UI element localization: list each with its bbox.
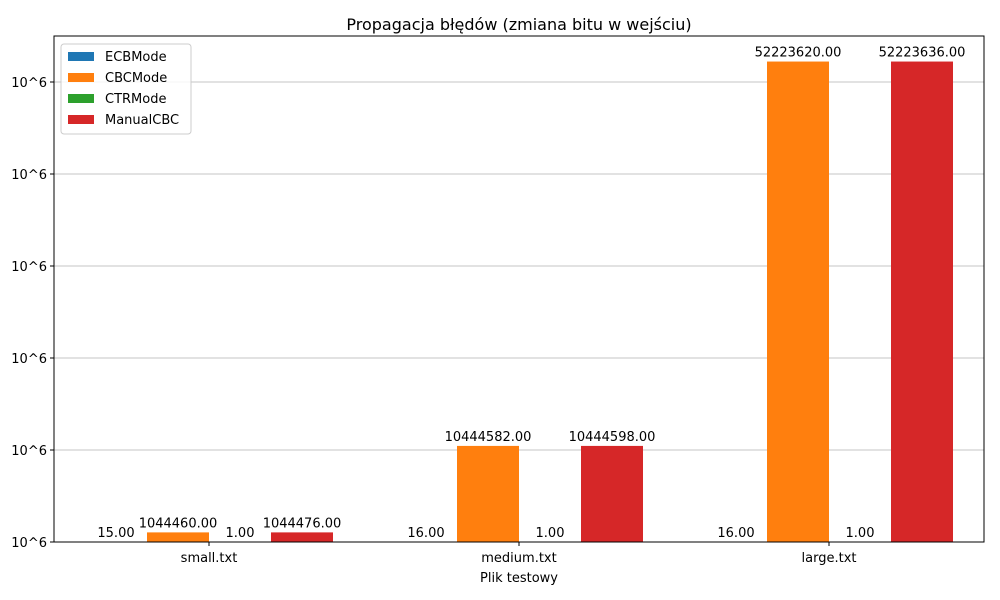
x-axis-label: Plik testowy — [480, 571, 558, 586]
y-grid — [54, 81, 984, 451]
legend-label-ctrmode: CTRMode — [105, 92, 166, 107]
bar-value-label: 10444582.00 — [445, 430, 532, 445]
y-tick-label: 10^6 — [11, 76, 47, 91]
legend-label-manualcbc: ManualCBC — [105, 113, 179, 128]
bars — [85, 61, 953, 543]
bar-value-label: 1044460.00 — [139, 516, 218, 531]
bar-value-label: 52223620.00 — [755, 46, 842, 61]
x-tick-label: large.txt — [802, 551, 857, 566]
legend-label-cbcmode: CBCMode — [105, 71, 167, 86]
legend-swatch-cbcmode — [68, 73, 94, 82]
bar-value-label: 1044476.00 — [263, 516, 342, 531]
y-tick-label: 10^6 — [11, 536, 47, 551]
bar-value-label: 1.00 — [226, 526, 255, 541]
bar-value-label: 1.00 — [536, 526, 565, 541]
bar-manualcbc-medium — [581, 445, 643, 542]
bar-cbcmode-medium — [457, 445, 519, 542]
y-tick-label: 10^6 — [11, 444, 47, 459]
y-tick-label: 10^6 — [11, 168, 47, 183]
x-tick-label: medium.txt — [481, 551, 556, 566]
bar-value-label: 16.00 — [717, 526, 754, 541]
x-axis: small.txt medium.txt large.txt — [181, 542, 857, 566]
y-tick-label: 10^6 — [11, 352, 47, 367]
legend-swatch-ecbmode — [68, 52, 94, 61]
legend-box — [60, 43, 192, 135]
bar-cbcmode-large — [767, 61, 829, 543]
bar-value-label: 52223636.00 — [879, 46, 966, 61]
y-axis: 10^6 10^6 10^6 10^6 10^6 10^6 — [11, 76, 54, 551]
bar-labels: 15.00 1044460.00 1.00 1044476.00 16.00 104445… — [97, 46, 965, 541]
legend-swatch-manualcbc — [68, 115, 94, 124]
y-tick-label: 10^6 — [11, 260, 47, 275]
bar-value-label: 15.00 — [97, 526, 134, 541]
legend-label-ecbmode: ECBMode — [105, 50, 167, 65]
bar-manualcbc-small — [271, 532, 333, 542]
chart-title: Propagacja błędów (zmiana bitu w wejściu… — [346, 15, 691, 34]
bar-value-label: 1.00 — [846, 526, 875, 541]
legend-swatch-ctrmode — [68, 94, 94, 103]
bar-value-label: 10444598.00 — [569, 430, 656, 445]
legend: ECBMode CBCMode CTRMode ManualCBC — [60, 43, 192, 135]
bar-cbcmode-small — [147, 532, 209, 542]
bar-manualcbc-large — [891, 61, 953, 543]
x-tick-label: small.txt — [181, 551, 238, 566]
bar-value-label: 16.00 — [407, 526, 444, 541]
